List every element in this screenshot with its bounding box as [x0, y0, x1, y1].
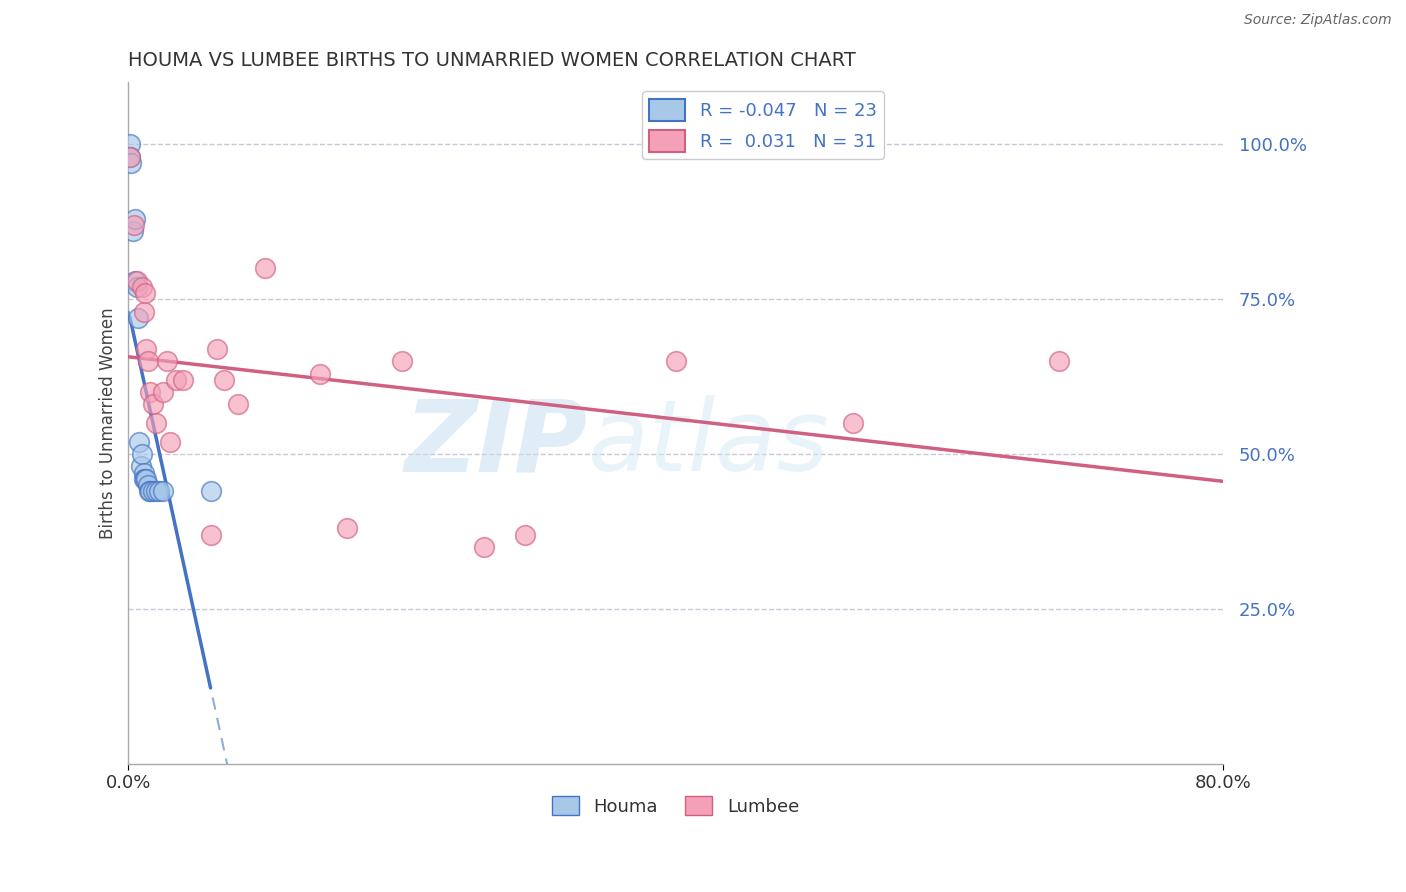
Point: [122, 218, 145, 232]
Point: [391, 354, 413, 368]
Text: HOUMA VS LUMBEE BIRTHS TO UNMARRIED WOMEN CORRELATION CHART: HOUMA VS LUMBEE BIRTHS TO UNMARRIED WOME…: [128, 51, 856, 70]
Point: [148, 484, 170, 499]
Point: [152, 385, 174, 400]
Point: [132, 472, 155, 486]
Point: [513, 527, 536, 541]
Point: [129, 459, 152, 474]
Text: atlas: atlas: [588, 395, 830, 492]
Point: [142, 484, 165, 499]
Point: [121, 224, 143, 238]
Point: [136, 354, 159, 368]
Point: [120, 156, 142, 170]
Point: [132, 466, 155, 480]
Point: [159, 434, 181, 449]
Point: [118, 150, 141, 164]
Text: ZIP: ZIP: [405, 395, 588, 492]
Point: [472, 540, 495, 554]
Point: [134, 472, 156, 486]
Point: [172, 373, 194, 387]
Legend: Houma, Lumbee: Houma, Lumbee: [546, 789, 806, 823]
Point: [132, 304, 155, 318]
Point: [156, 354, 179, 368]
Point: [165, 373, 187, 387]
Point: [145, 416, 167, 430]
Y-axis label: Births to Unmarried Women: Births to Unmarried Women: [100, 307, 117, 539]
Point: [139, 484, 162, 499]
Point: [200, 484, 222, 499]
Text: Source: ZipAtlas.com: Source: ZipAtlas.com: [1244, 13, 1392, 28]
Point: [135, 342, 157, 356]
Point: [152, 484, 174, 499]
Point: [135, 472, 157, 486]
Point: [125, 274, 148, 288]
Point: [254, 261, 277, 276]
Point: [118, 137, 141, 152]
Point: [125, 280, 148, 294]
Point: [1047, 354, 1070, 368]
Point: [131, 280, 153, 294]
Point: [336, 521, 359, 535]
Point: [118, 150, 141, 164]
Point: [664, 354, 686, 368]
Point: [145, 484, 167, 499]
Point: [131, 447, 153, 461]
Point: [136, 478, 159, 492]
Point: [226, 397, 249, 411]
Point: [134, 285, 156, 300]
Point: [200, 527, 222, 541]
Point: [309, 367, 332, 381]
Point: [124, 274, 146, 288]
Point: [139, 385, 162, 400]
Point: [138, 484, 160, 499]
Point: [212, 373, 235, 387]
Point: [128, 434, 150, 449]
Point: [124, 211, 146, 226]
Point: [207, 342, 229, 356]
Point: [142, 397, 165, 411]
Point: [127, 310, 149, 325]
Point: [842, 416, 865, 430]
